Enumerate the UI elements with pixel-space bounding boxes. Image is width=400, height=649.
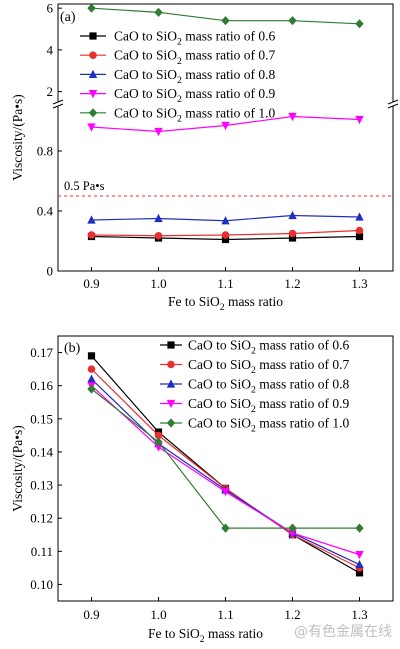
y-tick-label-a: 6 bbox=[47, 1, 54, 16]
data-point-b-0 bbox=[355, 569, 364, 577]
data-point-a-4 bbox=[154, 7, 163, 17]
x-tick-label-a: 1.1 bbox=[217, 276, 233, 291]
x-tick-label-b: 1.0 bbox=[150, 607, 166, 622]
data-point-b-4 bbox=[87, 384, 96, 394]
data-point-a-1 bbox=[221, 231, 230, 239]
x-tick-label-a: 1.2 bbox=[284, 276, 300, 291]
y-tick-label-a: 0.8 bbox=[37, 144, 53, 159]
legend-label-b: CaO to SiO2 mass ratio of 1.0 bbox=[188, 416, 349, 435]
data-point-a-4 bbox=[355, 19, 364, 29]
x-tick-label-b: 1.2 bbox=[284, 607, 300, 622]
x-tick-label-a: 1.0 bbox=[150, 276, 166, 291]
legend-label-b: CaO to SiO2 mass ratio of 0.7 bbox=[188, 357, 349, 376]
y-tick-label-b: 0.14 bbox=[30, 444, 53, 459]
legend-marker-a bbox=[88, 108, 98, 118]
data-point-b-3 bbox=[221, 488, 230, 497]
x-axis-title-b: Fe to SiO2 mass ratio bbox=[148, 626, 263, 645]
data-point-a-1 bbox=[288, 229, 297, 238]
data-point-a-1 bbox=[87, 231, 96, 239]
data-point-b-0 bbox=[87, 352, 96, 360]
legend-marker-a bbox=[88, 69, 98, 78]
axis-break-mark bbox=[387, 99, 399, 105]
axis-break-gap bbox=[389, 102, 397, 106]
y-tick-label-a: 2 bbox=[47, 84, 54, 99]
reference-line-label: 0.5 Pa•s bbox=[64, 179, 105, 193]
legend-marker-b bbox=[166, 379, 176, 388]
data-point-a-3 bbox=[355, 115, 364, 125]
data-point-b-4 bbox=[221, 523, 230, 533]
data-point-a-2 bbox=[154, 213, 163, 223]
y-axis-title-b: Viscosity/(Pa•s) bbox=[10, 425, 25, 511]
data-point-b-2 bbox=[355, 559, 364, 569]
y-axis-title-a: Viscosity/(Pa•s) bbox=[10, 94, 25, 180]
legend-marker-b bbox=[166, 418, 176, 428]
legend-marker-a bbox=[89, 51, 97, 59]
legend-marker-a bbox=[88, 90, 98, 99]
legend-marker-b bbox=[167, 341, 175, 349]
legend-label-b: CaO to SiO2 mass ratio of 0.6 bbox=[188, 338, 349, 357]
watermark: @有色金属在线 bbox=[294, 624, 392, 640]
x-tick-label-b: 1.1 bbox=[217, 607, 233, 622]
y-tick-label-b: 0.13 bbox=[30, 478, 53, 493]
axis-break-mark bbox=[52, 103, 64, 109]
legend-label-a: CaO to SiO2 mass ratio of 0.7 bbox=[114, 48, 275, 67]
data-point-a-1 bbox=[355, 226, 364, 235]
data-point-b-3 bbox=[355, 551, 364, 560]
data-point-b-1 bbox=[154, 431, 163, 440]
data-point-a-1 bbox=[154, 231, 163, 240]
data-point-a-3 bbox=[87, 123, 96, 132]
y-tick-label-b: 0.12 bbox=[30, 511, 53, 526]
data-point-a-4 bbox=[288, 16, 297, 26]
legend-marker-a bbox=[89, 32, 97, 40]
x-tick-label-a: 1.3 bbox=[351, 276, 367, 291]
data-point-b-4 bbox=[355, 523, 364, 533]
x-axis-title-a: Fe to SiO2 mass ratio bbox=[168, 294, 283, 313]
data-point-b-2 bbox=[87, 374, 96, 383]
y-tick-label-a: 0 bbox=[47, 264, 54, 279]
data-point-a-2 bbox=[288, 210, 297, 220]
data-point-b-4 bbox=[288, 523, 297, 533]
legend-label-a: CaO to SiO2 mass ratio of 0.6 bbox=[114, 29, 275, 48]
x-tick-label-b: 0.9 bbox=[83, 607, 99, 622]
y-tick-label-a: 0.4 bbox=[37, 204, 54, 219]
legend-label-a: CaO to SiO2 mass ratio of 0.9 bbox=[114, 86, 275, 105]
y-tick-label-a: 4 bbox=[47, 42, 54, 57]
axis-break-mark bbox=[52, 99, 64, 105]
y-tick-label-b: 0.11 bbox=[31, 544, 53, 559]
data-point-b-1 bbox=[87, 365, 96, 373]
data-point-a-4 bbox=[221, 16, 230, 26]
axis-break-mark bbox=[387, 103, 399, 109]
legend-label-a: CaO to SiO2 mass ratio of 1.0 bbox=[114, 105, 275, 124]
data-point-a-3 bbox=[221, 121, 230, 131]
legend-marker-b bbox=[166, 399, 176, 409]
y-tick-label-b: 0.17 bbox=[30, 345, 53, 360]
data-point-a-4 bbox=[87, 3, 96, 13]
data-point-a-2 bbox=[221, 216, 230, 225]
data-point-a-0 bbox=[221, 235, 230, 244]
y-tick-label-b: 0.16 bbox=[30, 378, 53, 393]
legend-label-b: CaO to SiO2 mass ratio of 0.8 bbox=[188, 377, 349, 396]
data-point-a-2 bbox=[355, 212, 364, 221]
x-tick-label-b: 1.3 bbox=[351, 607, 367, 622]
legend-label-b: CaO to SiO2 mass ratio of 0.9 bbox=[188, 396, 349, 415]
data-point-a-3 bbox=[288, 112, 297, 122]
data-point-a-0 bbox=[355, 232, 364, 241]
data-point-a-0 bbox=[288, 234, 297, 242]
data-point-b-4 bbox=[154, 437, 163, 447]
x-tick-label-a: 0.9 bbox=[83, 276, 99, 291]
data-point-b-3 bbox=[288, 529, 297, 538]
legend-label-a: CaO to SiO2 mass ratio of 0.8 bbox=[114, 67, 275, 86]
axis-break-gap bbox=[54, 102, 62, 106]
panel-label-b: (b) bbox=[64, 341, 81, 356]
data-point-a-2 bbox=[87, 215, 96, 224]
y-tick-label-b: 0.10 bbox=[30, 577, 53, 592]
legend-marker-b bbox=[167, 360, 175, 369]
panel-label-a: (a) bbox=[60, 10, 76, 25]
y-tick-label-b: 0.15 bbox=[30, 411, 53, 426]
data-point-a-3 bbox=[154, 127, 163, 137]
